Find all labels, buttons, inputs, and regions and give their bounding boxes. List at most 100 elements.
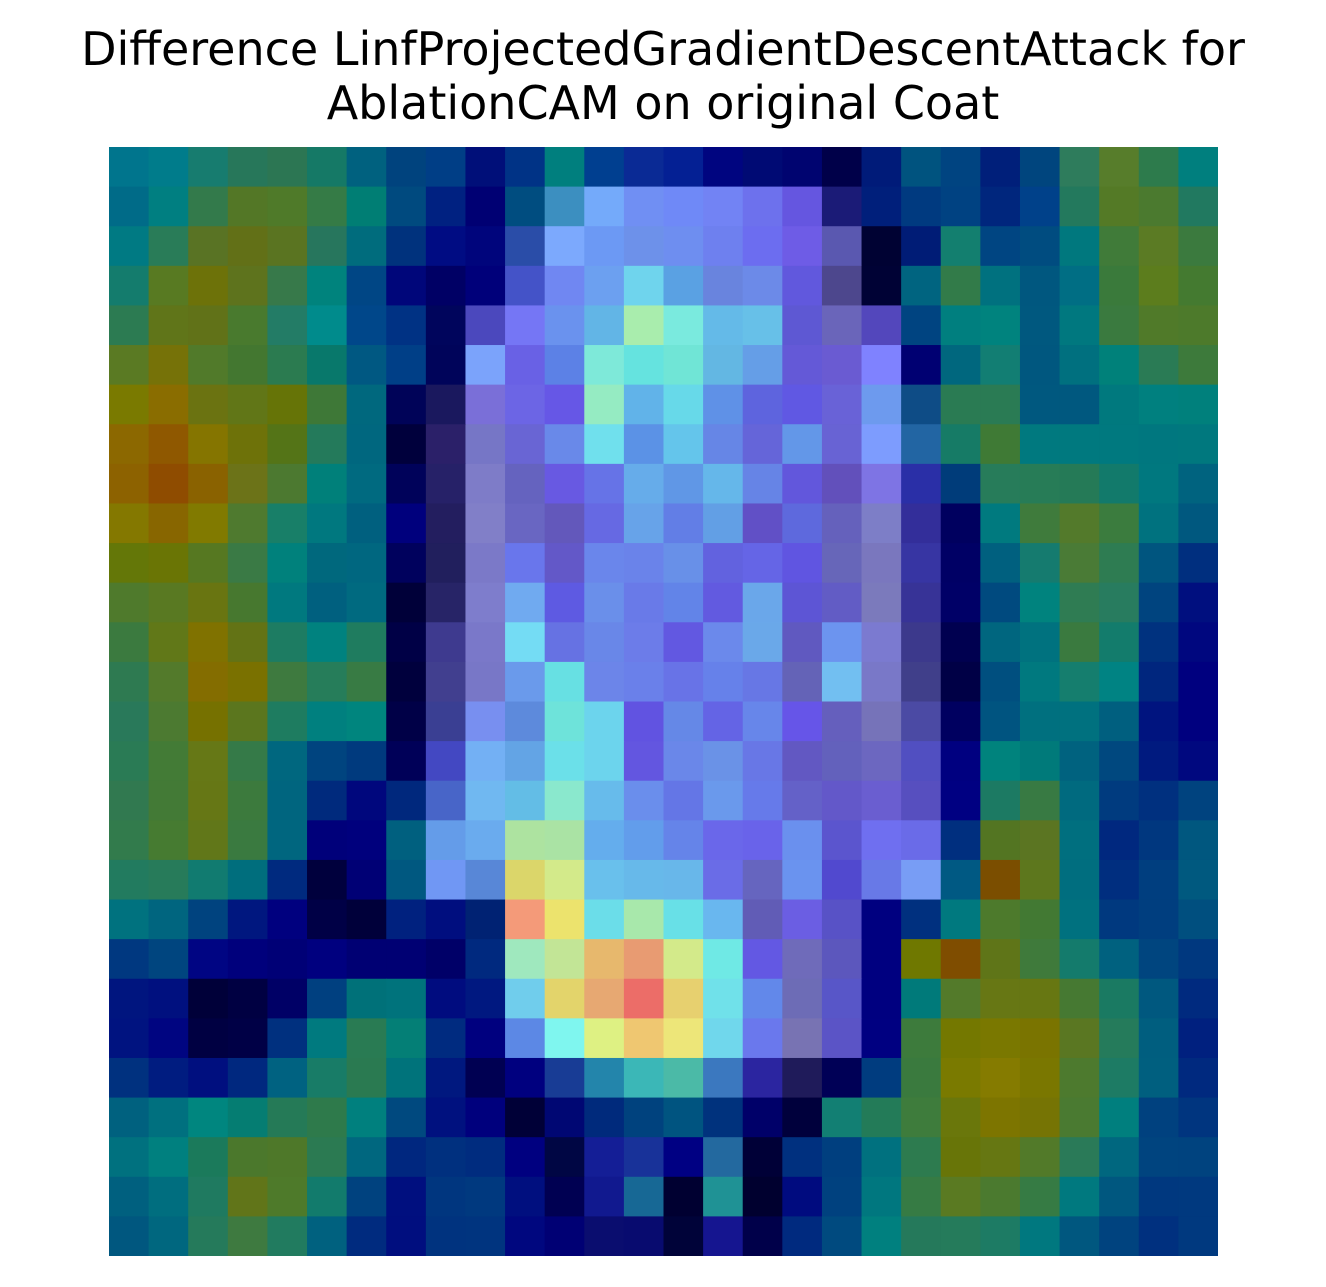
heatmap-cell-r22-c2 xyxy=(188,1018,229,1059)
heatmap-cell-r18-c24 xyxy=(1059,859,1100,901)
heatmap-cell-r21-c13 xyxy=(623,978,665,1019)
heatmap-cell-r10-c6 xyxy=(346,543,387,584)
heatmap-cell-r20-c0 xyxy=(109,939,150,980)
heatmap-cell-r22-c24 xyxy=(1059,1018,1100,1059)
heatmap-cell-r0-c23 xyxy=(1019,147,1061,188)
heatmap-cell-r9-c26 xyxy=(1138,503,1179,544)
heatmap-cell-r7-c17 xyxy=(782,424,823,465)
heatmap-cell-r13-c13 xyxy=(623,661,665,703)
heatmap-cell-r12-c18 xyxy=(821,622,863,663)
heatmap-cell-r0-c2 xyxy=(188,147,229,188)
heatmap-cell-r8-c21 xyxy=(940,463,981,505)
heatmap-cell-r3-c2 xyxy=(188,265,229,307)
heatmap-cell-r2-c26 xyxy=(1138,226,1179,267)
heatmap-cell-r16-c5 xyxy=(307,780,348,821)
heatmap-cell-r2-c6 xyxy=(346,226,387,267)
heatmap-cell-r1-c25 xyxy=(1099,186,1140,227)
heatmap-cell-r26-c11 xyxy=(544,1176,585,1217)
heatmap-cell-r20-c12 xyxy=(584,939,625,980)
heatmap-cell-r23-c6 xyxy=(346,1057,387,1099)
heatmap-cell-r6-c19 xyxy=(861,384,902,425)
heatmap-cell-r4-c27 xyxy=(1178,305,1218,346)
heatmap-cell-r27-c19 xyxy=(861,1216,902,1256)
heatmap-cell-r10-c26 xyxy=(1138,543,1179,584)
heatmap-cell-r24-c8 xyxy=(425,1097,467,1138)
heatmap-cell-r9-c17 xyxy=(782,503,823,544)
heatmap-cell-r2-c27 xyxy=(1178,226,1218,267)
heatmap-cell-r21-c1 xyxy=(148,978,189,1019)
heatmap-cell-r10-c13 xyxy=(623,543,665,584)
heatmap-cell-r11-c12 xyxy=(584,582,625,623)
heatmap-cell-r9-c24 xyxy=(1059,503,1100,544)
heatmap-cell-r24-c18 xyxy=(821,1097,863,1138)
heatmap-cell-r27-c23 xyxy=(1019,1216,1061,1256)
heatmap-cell-r22-c14 xyxy=(663,1018,704,1059)
heatmap-cell-r25-c4 xyxy=(267,1137,308,1178)
heatmap-cell-r1-c9 xyxy=(465,186,506,227)
heatmap-cell-r21-c19 xyxy=(861,978,902,1019)
heatmap-cell-r22-c0 xyxy=(109,1018,150,1059)
heatmap-cell-r16-c9 xyxy=(465,780,506,821)
heatmap-cell-r19-c14 xyxy=(663,899,704,940)
heatmap-cell-r2-c8 xyxy=(425,226,467,267)
heatmap-cell-r4-c0 xyxy=(109,305,150,346)
heatmap-cell-r17-c12 xyxy=(584,820,625,861)
heatmap-cell-r22-c13 xyxy=(623,1018,665,1059)
heatmap-cell-r7-c0 xyxy=(109,424,150,465)
heatmap-cell-r23-c5 xyxy=(307,1057,348,1099)
heatmap-cell-r15-c14 xyxy=(663,741,704,782)
heatmap-cell-r4-c13 xyxy=(623,305,665,346)
heatmap-cell-r26-c24 xyxy=(1059,1176,1100,1217)
heatmap-cell-r26-c3 xyxy=(227,1176,269,1217)
heatmap-cell-r11-c20 xyxy=(901,582,942,623)
heatmap-cell-r0-c6 xyxy=(346,147,387,188)
heatmap-cell-r17-c26 xyxy=(1138,820,1179,861)
heatmap-cell-r18-c11 xyxy=(544,859,585,901)
heatmap-cell-r21-c21 xyxy=(940,978,981,1019)
heatmap-cell-r0-c18 xyxy=(821,147,863,188)
heatmap-cell-r9-c20 xyxy=(901,503,942,544)
heatmap-cell-r8-c11 xyxy=(544,463,585,505)
heatmap-cell-r19-c23 xyxy=(1019,899,1061,940)
heatmap-cell-r14-c0 xyxy=(109,701,150,742)
heatmap-cell-r6-c15 xyxy=(703,384,744,425)
heatmap-cell-r4-c23 xyxy=(1019,305,1061,346)
heatmap-cell-r23-c0 xyxy=(109,1057,150,1099)
heatmap-cell-r19-c10 xyxy=(505,899,546,940)
heatmap-cell-r7-c13 xyxy=(623,424,665,465)
heatmap-cell-r13-c11 xyxy=(544,661,585,703)
heatmap-cell-r10-c24 xyxy=(1059,543,1100,584)
heatmap-cell-r18-c14 xyxy=(663,859,704,901)
heatmap-cell-r13-c26 xyxy=(1138,661,1179,703)
heatmap-cell-r0-c0 xyxy=(109,147,150,188)
heatmap-cell-r20-c16 xyxy=(742,939,783,980)
heatmap-cell-r4-c15 xyxy=(703,305,744,346)
heatmap-cell-r20-c7 xyxy=(386,939,427,980)
heatmap-cell-r2-c15 xyxy=(703,226,744,267)
heatmap-cell-r1-c8 xyxy=(425,186,467,227)
heatmap-cell-r13-c3 xyxy=(227,661,269,703)
heatmap-cell-r21-c0 xyxy=(109,978,150,1019)
heatmap-cell-r18-c21 xyxy=(940,859,981,901)
heatmap-cell-r16-c25 xyxy=(1099,780,1140,821)
heatmap-cell-r18-c20 xyxy=(901,859,942,901)
heatmap-cell-r1-c17 xyxy=(782,186,823,227)
heatmap-cell-r10-c8 xyxy=(425,543,467,584)
heatmap-cell-r14-c7 xyxy=(386,701,427,742)
heatmap-cell-r12-c0 xyxy=(109,622,150,663)
heatmap-cell-r8-c20 xyxy=(901,463,942,505)
heatmap-cell-r6-c3 xyxy=(227,384,269,425)
heatmap-cell-r15-c19 xyxy=(861,741,902,782)
heatmap-cell-r22-c12 xyxy=(584,1018,625,1059)
heatmap-cell-r20-c21 xyxy=(940,939,981,980)
heatmap-cell-r27-c26 xyxy=(1138,1216,1179,1256)
heatmap-cell-r3-c6 xyxy=(346,265,387,307)
heatmap-cell-r21-c9 xyxy=(465,978,506,1019)
heatmap-cell-r12-c1 xyxy=(148,622,189,663)
heatmap-cell-r24-c0 xyxy=(109,1097,150,1138)
heatmap-cell-r11-c0 xyxy=(109,582,150,623)
heatmap-cell-r6-c20 xyxy=(901,384,942,425)
heatmap-cell-r22-c10 xyxy=(505,1018,546,1059)
heatmap-cell-r17-c1 xyxy=(148,820,189,861)
heatmap-cell-r6-c2 xyxy=(188,384,229,425)
